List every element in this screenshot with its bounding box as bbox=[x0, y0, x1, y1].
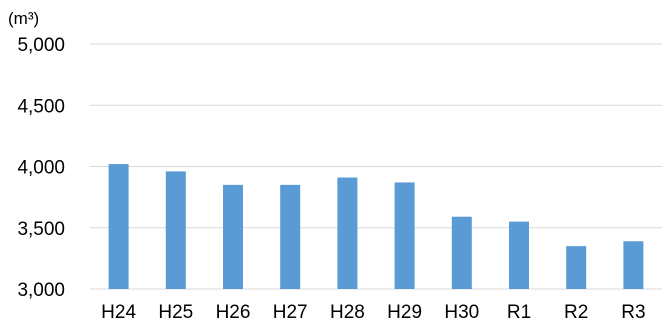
x-tick-label: R1 bbox=[507, 302, 531, 323]
y-axis-tick-labels: 3,000 3,500 4,000 4,500 5,000 bbox=[17, 35, 65, 301]
x-tick-label: H27 bbox=[273, 302, 308, 323]
y-tick-label: 5,000 bbox=[17, 35, 65, 56]
y-tick-label: 3,500 bbox=[17, 219, 65, 240]
bar-r1 bbox=[509, 221, 529, 289]
y-tick-label: 4,500 bbox=[17, 96, 65, 117]
x-tick-label: H24 bbox=[101, 302, 136, 323]
x-tick-label: R2 bbox=[564, 302, 588, 323]
bar-h25 bbox=[165, 171, 186, 289]
x-tick-label: H26 bbox=[216, 302, 251, 323]
bar-r2 bbox=[566, 246, 587, 289]
x-tick-label: H28 bbox=[330, 302, 365, 323]
x-tick-label: H30 bbox=[444, 302, 479, 323]
bar-h28 bbox=[337, 177, 358, 289]
x-axis-tick-labels: H24 H25 H26 H27 H28 H29 H30 R1 R2 R3 bbox=[101, 302, 645, 323]
y-tick-label: 4,000 bbox=[17, 158, 65, 179]
bar-r3 bbox=[623, 241, 644, 289]
y-tick-label: 3,000 bbox=[17, 280, 65, 301]
y-axis-unit-label: (m³) bbox=[8, 9, 39, 28]
x-tick-label: H25 bbox=[158, 302, 193, 323]
x-tick-label: H29 bbox=[387, 302, 422, 323]
bar-h26 bbox=[223, 184, 243, 289]
bar-h30 bbox=[451, 216, 472, 289]
bar-h24 bbox=[108, 164, 129, 289]
bar-h29 bbox=[394, 182, 415, 289]
bar-h27 bbox=[280, 184, 301, 289]
x-tick-label: R3 bbox=[621, 302, 645, 323]
bars bbox=[108, 164, 644, 289]
